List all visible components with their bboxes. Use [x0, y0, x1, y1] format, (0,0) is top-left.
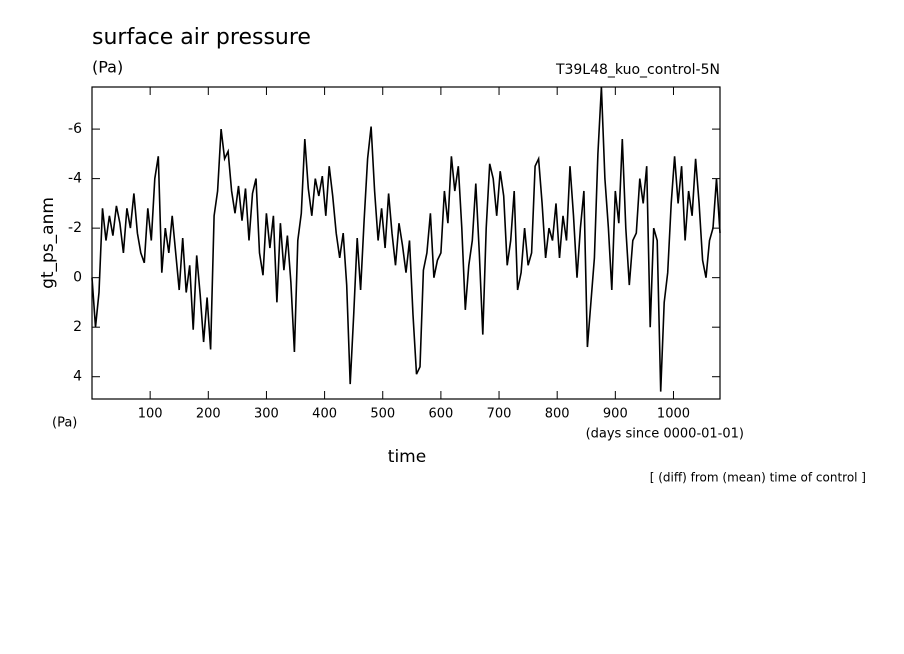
x-tick-label: 200	[196, 407, 221, 422]
experiment-label: T39L48_kuo_control-5N	[555, 62, 720, 78]
x-tick-label: 300	[254, 407, 279, 422]
x-tick-label: 900	[603, 407, 628, 422]
y-unit: (Pa)	[52, 416, 77, 431]
chart-subtitle: (Pa)	[92, 58, 123, 77]
x-tick-label: 700	[487, 407, 512, 422]
plot-frame	[91, 86, 721, 400]
chart-title: surface air pressure	[92, 25, 311, 50]
y-tick-label: 4	[73, 369, 82, 385]
y-tick-label: -2	[68, 220, 82, 236]
note: [ (diff) from (mean) time of control ]	[650, 471, 866, 485]
x-tick-label: 500	[370, 407, 395, 422]
y-tick-label: -4	[68, 171, 82, 187]
x-tick-label: 400	[312, 407, 337, 422]
x-tick-label: 1000	[657, 407, 690, 422]
y-tick-label: 2	[73, 319, 82, 335]
x-unit: (days since 0000-01-01)	[586, 427, 744, 442]
y-tick-label: -6	[68, 121, 82, 137]
x-tick-label: 100	[138, 407, 163, 422]
y-axis-label: gt_ps_anm	[38, 197, 58, 289]
series-line	[91, 86, 721, 392]
x-tick-label: 800	[545, 407, 570, 422]
x-tick-label: 600	[428, 407, 453, 422]
x-axis-label: time	[388, 447, 426, 467]
y-tick-label: 0	[73, 270, 82, 286]
